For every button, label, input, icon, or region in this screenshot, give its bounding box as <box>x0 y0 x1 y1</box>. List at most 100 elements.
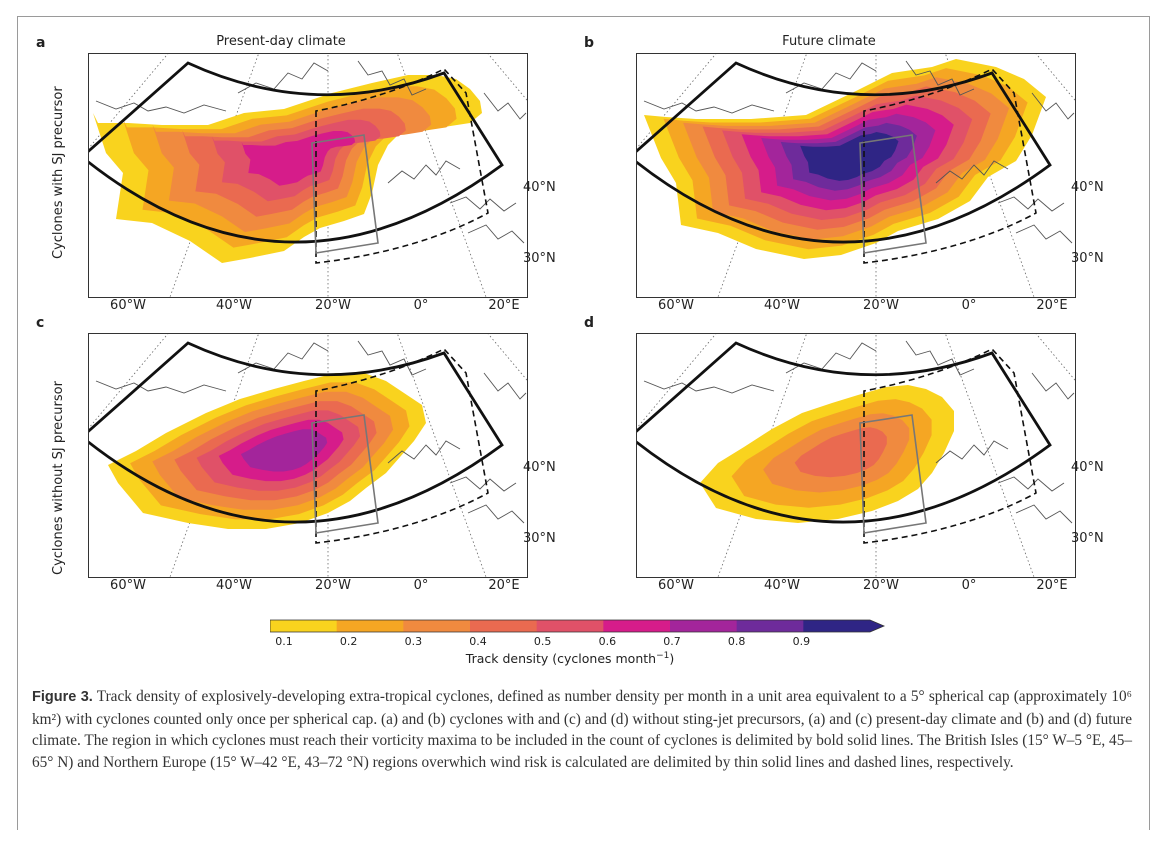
map-border <box>88 53 528 298</box>
coastline-1 <box>785 62 877 94</box>
lon-label: 60°W <box>658 578 694 593</box>
colorbar-tick: 0.1 <box>275 635 293 648</box>
coastline-3 <box>387 160 461 184</box>
map-panel-c: c 40°N 30°N 60°W 40°W 20°W 0° 20°E <box>36 315 556 593</box>
vorticity-region-outline <box>88 61 504 244</box>
colorbar: 0.1 0.2 0.3 0.4 0.5 0.6 0.7 0.8 0.9 Track densit… <box>269 618 890 668</box>
panel-letter: b <box>584 35 595 51</box>
panel-letter: a <box>36 35 46 51</box>
lon-label: 0° <box>413 578 429 593</box>
colorbar-outline <box>269 619 886 633</box>
lon-label: 40°W <box>764 578 800 593</box>
coastline-5 <box>483 372 527 400</box>
colorbar-bar <box>269 619 886 633</box>
lon-label: 20°W <box>315 578 351 593</box>
map-plot <box>636 333 1076 578</box>
coastline-2 <box>357 60 427 96</box>
coastline-2 <box>905 60 975 96</box>
lon-label: 40°W <box>216 298 252 313</box>
coastline-4 <box>449 476 517 492</box>
colorbar-segment-1 <box>336 620 404 632</box>
lon-label: 20°E <box>1036 578 1068 593</box>
gridline-lon-4 <box>396 53 487 298</box>
lon-label: 60°W <box>110 578 146 593</box>
density-contour-6 <box>240 429 328 472</box>
colorbar-segment-2 <box>403 620 471 632</box>
northern-europe-outline <box>315 68 489 264</box>
frame-mask <box>12 830 1157 852</box>
lat-label: 40°N <box>1071 460 1104 475</box>
colorbar-tick: 0.3 <box>404 635 423 648</box>
coastline-3 <box>935 160 1009 184</box>
row-label-without-sj: Cyclones without SJ precursor <box>51 381 66 575</box>
coastline-0 <box>95 100 227 114</box>
colorbar-tick: 0.7 <box>663 635 681 648</box>
coastline-0 <box>643 100 775 114</box>
coastline-6 <box>1015 504 1073 524</box>
colorbar-segment-5 <box>603 620 671 632</box>
lat-label: 40°N <box>523 180 556 195</box>
gridline-lon-4 <box>396 333 487 578</box>
figure-caption: Figure 3. Track density of explosively-d… <box>32 686 1132 773</box>
coastline-6 <box>467 504 525 524</box>
coastline-5 <box>483 92 527 120</box>
coastline-0 <box>643 380 775 394</box>
caption-text: Track density of explosively-developing … <box>32 688 1132 771</box>
northern-europe-outline <box>863 348 1037 544</box>
caption-label: Figure 3. <box>32 689 93 705</box>
coastline-4 <box>997 476 1065 492</box>
coastline-0 <box>95 380 227 394</box>
lat-label: 30°N <box>1071 531 1104 546</box>
colorbar-segment-8 <box>803 620 884 632</box>
colorbar-tick: 0.6 <box>598 635 617 648</box>
lon-label: 20°W <box>863 578 899 593</box>
row-label-with-sj: Cyclones with SJ precursor <box>51 86 66 259</box>
lat-label: 30°N <box>523 531 556 546</box>
panel-title: Future climate <box>782 34 876 49</box>
colorbar-tick: 0.4 <box>469 635 487 648</box>
coastline-4 <box>997 196 1065 212</box>
vorticity-region-outline <box>636 341 1052 524</box>
coastline-4 <box>449 196 517 212</box>
lon-label: 60°W <box>110 298 146 313</box>
map-panel-a: a Present-day climate 40°N 30°N 60°W 40°W 20°W… <box>36 34 556 313</box>
coastline-1 <box>237 342 329 374</box>
lat-label: 40°N <box>523 460 556 475</box>
lon-label: 20°W <box>315 298 351 313</box>
gridline-lon-4 <box>944 53 1035 298</box>
gridline-lon-4 <box>944 333 1035 578</box>
gridline-lon-2 <box>717 333 808 578</box>
map-plot <box>88 53 528 298</box>
colorbar-segment-3 <box>470 620 538 632</box>
lat-label: 30°N <box>1071 251 1104 266</box>
lat-label: 40°N <box>1071 180 1104 195</box>
lon-label: 0° <box>961 578 977 593</box>
vorticity-region-outline <box>88 341 504 524</box>
coastline-5 <box>1031 92 1075 120</box>
coastline-3 <box>387 440 461 464</box>
gridline-lon-2 <box>169 333 260 578</box>
lon-label: 0° <box>413 298 429 313</box>
colorbar-tick: 0.5 <box>533 635 552 648</box>
colorbar-segment-6 <box>670 620 738 632</box>
coastline-6 <box>1015 224 1073 244</box>
lon-label: 20°E <box>488 298 520 313</box>
colorbar-tick: 0.9 <box>792 635 811 648</box>
colorbar-label-sup: −1 <box>656 651 670 661</box>
colorbar-label-end: ) <box>669 651 675 667</box>
map-panel-b: b Future climate 40°N 30°N 60°W 40°W 20°W 0° 20°… <box>584 34 1104 313</box>
british-isles-outline <box>311 134 379 254</box>
coastline-6 <box>467 224 525 244</box>
density-contour-5 <box>241 131 356 186</box>
british-isles-outline <box>859 134 927 254</box>
colorbar-tick: 0.2 <box>339 635 358 648</box>
lon-label: 0° <box>961 298 977 313</box>
panel-title: Present-day climate <box>216 34 346 49</box>
coastline-5 <box>1031 372 1075 400</box>
coastline-3 <box>935 440 1009 464</box>
coastline-1 <box>237 62 329 94</box>
gridline-lon-2 <box>169 53 260 298</box>
lon-label: 20°E <box>488 578 520 593</box>
lon-label: 60°W <box>658 298 694 313</box>
lon-label: 20°W <box>863 298 899 313</box>
